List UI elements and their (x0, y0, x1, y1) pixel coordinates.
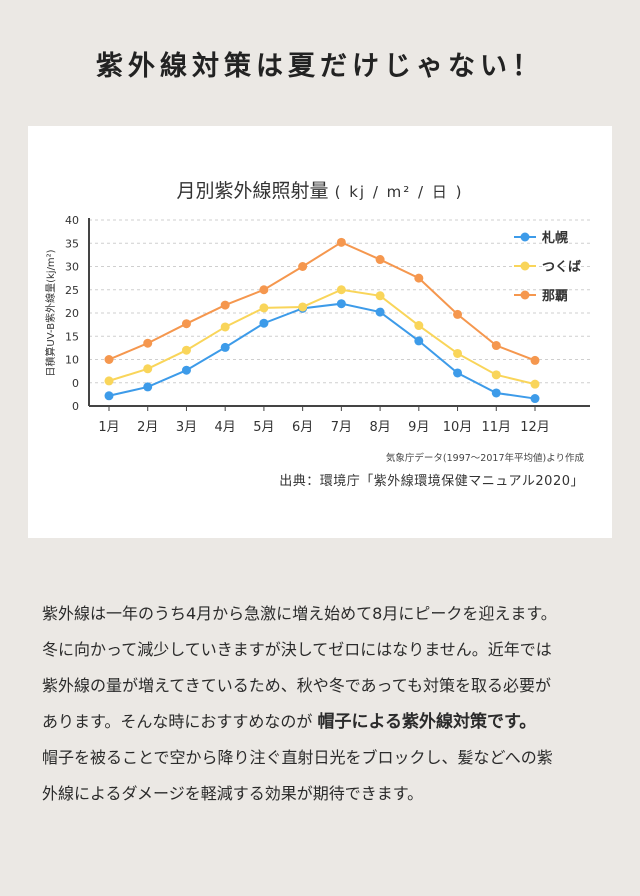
x-tick-label: 6月 (292, 420, 313, 435)
body-line: 紫外線の量が増えてきているため、秋や冬であっても対策を取る必要が (42, 676, 551, 695)
data-point (143, 382, 153, 392)
data-point (104, 376, 114, 386)
data-point (336, 237, 346, 247)
data-point (259, 318, 269, 328)
chart-title-text: 月別紫外線照射量 (176, 180, 329, 202)
y-tick-label: 35 (65, 237, 79, 250)
x-tick-label: 12月 (520, 420, 550, 435)
y-axis-label: 日積算UV-B紫外線量(kj/m²) (44, 249, 57, 376)
legend-marker (520, 232, 530, 242)
data-point (298, 302, 308, 312)
body-line-text: あります。そんな時におすすめなのが (42, 712, 318, 731)
y-tick-label: 40 (65, 214, 79, 227)
x-tick-label: 11月 (481, 420, 511, 435)
chart-card: 月別紫外線照射量 ( kj / m² / 日 ) 0 0 10 15 20 25 30 35 4… (28, 126, 612, 538)
body-line: 帽子を被ることで空から降り注ぐ直射日光をブロックし、髪などへの紫 (42, 748, 553, 767)
data-point (453, 309, 463, 319)
y-tick-label: 0 (72, 400, 79, 413)
page-headline: 紫外線対策は夏だけじゃない！ (96, 51, 544, 82)
legend-label: 札幌 (541, 230, 568, 246)
data-point (181, 365, 191, 375)
data-point (375, 255, 385, 265)
data-point (181, 345, 191, 355)
data-point (491, 370, 501, 380)
data-point (453, 368, 463, 378)
legend-marker (520, 290, 530, 300)
x-tick-label: 8月 (369, 420, 390, 435)
data-point (259, 285, 269, 295)
data-point (375, 307, 385, 317)
data-point (530, 394, 540, 404)
data-point (104, 391, 114, 401)
data-point (414, 321, 424, 331)
y-tick-label: 20 (65, 307, 79, 320)
x-tick-label: 4月 (215, 420, 236, 435)
x-tick-label: 2月 (137, 420, 158, 435)
data-point (259, 303, 269, 313)
legend-label: つくば (542, 260, 581, 275)
x-tick-label: 9月 (408, 420, 429, 435)
body-line: 紫外線は一年のうち4月から急激に増え始めて8月にピークを迎えます。 (42, 604, 557, 623)
series-line-1 (108, 288, 536, 386)
data-point (414, 273, 424, 283)
data-point (491, 388, 501, 398)
chart-title: 月別紫外線照射量 ( kj / m² / 日 ) (28, 176, 612, 203)
data-point (181, 319, 191, 329)
data-point (375, 291, 385, 301)
y-tick-label: 25 (65, 284, 79, 297)
data-point (336, 299, 346, 309)
chart-note: 気象庁データ(1997〜2017年平均値)より作成 (385, 453, 584, 464)
y-tick-label: 30 (65, 261, 79, 274)
data-point (298, 262, 308, 271)
series-line-0 (108, 302, 536, 400)
x-tick-label: 1月 (98, 420, 119, 435)
x-tick-label: 7月 (331, 420, 352, 435)
y-tick-label: 15 (65, 330, 79, 343)
x-tick-label: 3月 (176, 420, 197, 435)
body-line: 冬に向かって減少していきますが決してゼロにはなりません。近年では (42, 640, 552, 659)
data-point (220, 342, 230, 352)
data-point (104, 355, 114, 364)
legend-label: 那覇 (542, 289, 568, 304)
body-line: あります。そんな時におすすめなのが 帽子による紫外線対策です。 (42, 704, 612, 740)
legend-marker (520, 261, 530, 271)
y-tick-label: 0 (72, 377, 79, 390)
data-point (491, 341, 501, 351)
x-tick-label: 10月 (443, 420, 473, 435)
y-tick-label: 10 (65, 354, 79, 367)
body-text: 紫外線は一年のうち4月から急激に増え始めて8月にピークを迎えます。 冬に向かって… (42, 596, 612, 812)
data-point (220, 322, 230, 332)
data-point (453, 348, 463, 358)
data-point (220, 300, 230, 310)
data-point (143, 338, 153, 348)
data-point (414, 336, 424, 346)
x-tick-label: 5月 (253, 420, 274, 435)
series-line-2 (108, 241, 536, 362)
data-point (336, 285, 346, 295)
chart-title-unit: ( kj / m² / 日 ) (334, 183, 464, 201)
data-point (530, 379, 540, 389)
data-point (530, 355, 540, 365)
body-emphasis: 帽子による紫外線対策です。 (317, 712, 537, 732)
line-chart: 0 0 10 15 20 25 30 35 40 1月 2月 3月 4月 5月 6月 7月 8月 9月 10月 11月… (44, 214, 590, 435)
chart-source: 出典：環境庁「紫外線環境保健マニュアル2020」 (279, 474, 584, 489)
body-line: 外線によるダメージを軽減する効果が期待できます。 (42, 784, 424, 803)
data-point (143, 364, 153, 374)
